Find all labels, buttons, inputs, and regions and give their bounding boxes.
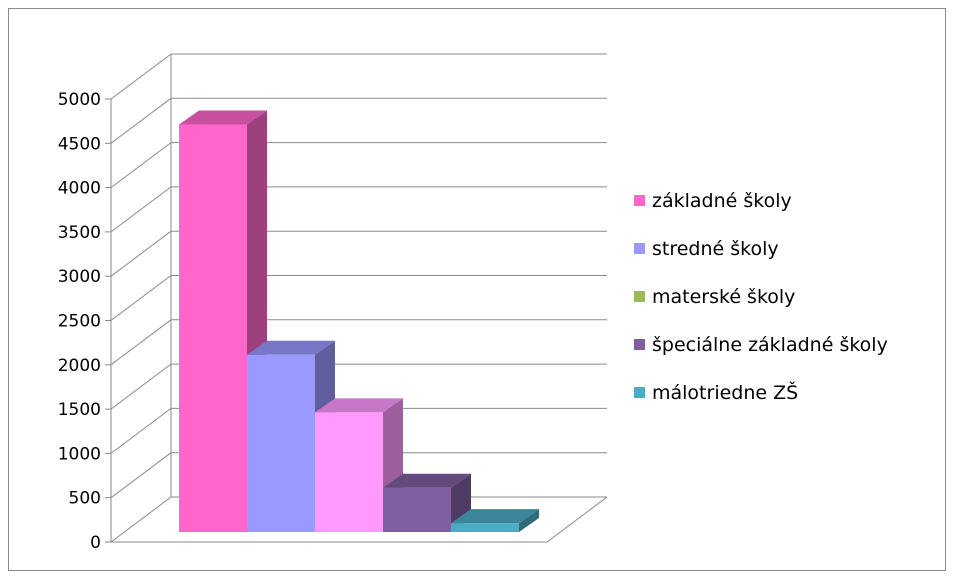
bar-side (519, 509, 539, 532)
gridline-side (110, 275, 172, 321)
bar-top (451, 509, 539, 524)
bar-top (383, 473, 471, 488)
bar-front (315, 412, 383, 532)
gridline-side (110, 186, 172, 233)
gridline-side (110, 452, 172, 499)
y-tick-label: 3500 (58, 223, 101, 243)
legend-label: stredné školy (652, 238, 779, 260)
gridline-side (110, 230, 172, 277)
legend-swatch (634, 387, 645, 398)
gridline-side (110, 97, 172, 144)
y-tick-label: 2500 (58, 312, 101, 332)
bar-top (247, 340, 335, 355)
gridline-side (110, 142, 172, 189)
legend-label: špeciálne základné školy (652, 334, 888, 356)
gridline-side (110, 407, 172, 454)
legend-label: základné školy (652, 190, 792, 212)
chart-bars (179, 110, 539, 532)
legend-label: málotriedne ZŠ (652, 380, 798, 404)
y-tick-label: 2000 (58, 356, 101, 376)
bar-top (179, 110, 267, 125)
y-tick-label: 500 (69, 489, 101, 509)
legend-swatch (634, 339, 645, 350)
y-tick-label: 4500 (58, 134, 101, 154)
legend-item-2: stredné školy (634, 238, 779, 260)
bar-chart-3d: 0 500 1000 1500 2000 2500 3000 3500 4000 4500 5000… (58, 53, 888, 553)
y-tick-label: 3000 (58, 267, 101, 287)
y-tick-label: 0 (90, 533, 101, 553)
y-tick-label: 4000 (58, 179, 101, 199)
bar-front (383, 487, 451, 532)
bar-1 (179, 110, 267, 532)
floor-right-edge (546, 496, 608, 543)
legend-swatch (634, 291, 645, 302)
gridline-side (110, 496, 172, 543)
chart-legend: základné školy stredné školy materské škol… (634, 190, 888, 404)
chart-frame: 0 500 1000 1500 2000 2500 3000 3500 4000 4500 5000… (8, 8, 946, 571)
y-tick-label: 1500 (58, 400, 101, 420)
bar-front (451, 523, 519, 532)
y-tick-label: 5000 (58, 90, 101, 110)
legend-swatch (634, 195, 645, 206)
bar-5 (451, 509, 539, 532)
legend-item-1: základné školy (634, 190, 792, 212)
legend-swatch (634, 243, 645, 254)
bar-top (315, 398, 403, 413)
legend-item-5: málotriedne ZŠ (634, 380, 798, 404)
gridline-side (110, 319, 172, 366)
legend-label: materské školy (652, 286, 795, 308)
legend-item-3: materské školy (634, 286, 795, 308)
bar-front (179, 124, 247, 532)
gridline-side (110, 53, 172, 100)
bar-front (247, 354, 315, 532)
legend-item-4: špeciálne základné školy (634, 334, 888, 356)
y-tick-label: 1000 (58, 444, 101, 464)
y-axis-ticks: 0 500 1000 1500 2000 2500 3000 3500 4000 4500 5000 (58, 90, 101, 553)
gridline-side (110, 363, 172, 410)
